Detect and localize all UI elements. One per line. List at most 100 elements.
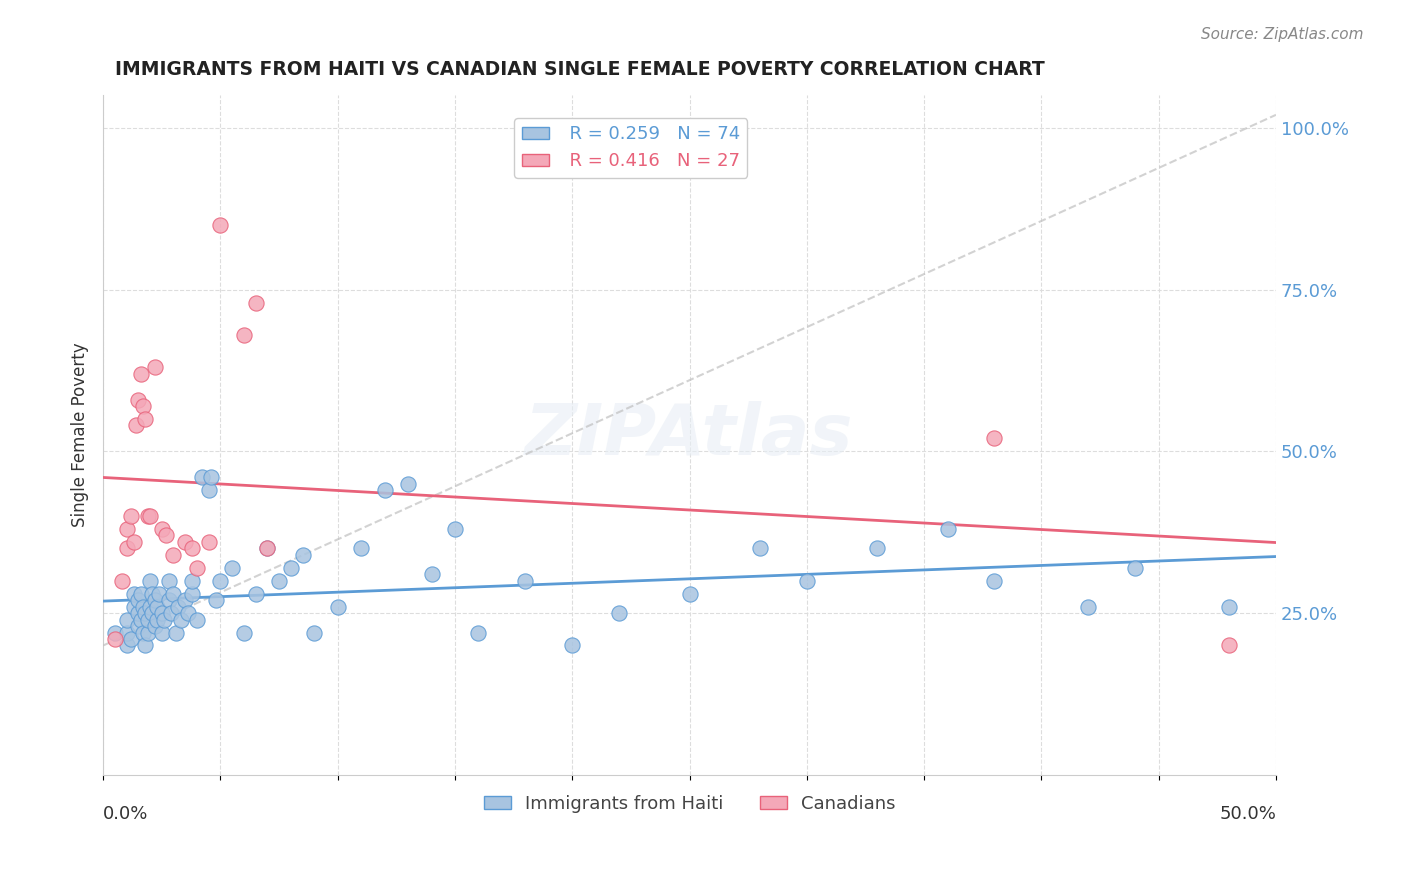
Point [374, 483, 396, 498]
Point [127, 619, 149, 633]
Point [467, 625, 489, 640]
Point [104, 625, 127, 640]
Point [139, 574, 162, 588]
Point [209, 574, 232, 588]
Point [607, 606, 630, 620]
Point [129, 367, 152, 381]
Point [232, 625, 254, 640]
Point [174, 535, 197, 549]
Point [141, 606, 163, 620]
Point [396, 476, 419, 491]
Point [132, 399, 155, 413]
Point [139, 509, 162, 524]
Point [148, 587, 170, 601]
Point [132, 625, 155, 640]
Point [143, 593, 166, 607]
Point [139, 599, 162, 614]
Point [134, 639, 156, 653]
Point [302, 625, 325, 640]
Point [181, 541, 204, 556]
Point [186, 561, 208, 575]
Point [197, 535, 219, 549]
Point [115, 625, 138, 640]
Point [111, 574, 134, 588]
Point [104, 632, 127, 646]
Point [143, 619, 166, 633]
Point [120, 632, 142, 646]
Point [134, 412, 156, 426]
Point [1123, 561, 1146, 575]
Point [204, 593, 226, 607]
Point [256, 541, 278, 556]
Point [153, 613, 176, 627]
Point [122, 535, 145, 549]
Point [200, 470, 222, 484]
Text: Source: ZipAtlas.com: Source: ZipAtlas.com [1201, 27, 1364, 42]
Point [122, 587, 145, 601]
Point [127, 606, 149, 620]
Point [134, 606, 156, 620]
Point [162, 548, 184, 562]
Point [115, 639, 138, 653]
Point [291, 548, 314, 562]
Point [150, 606, 173, 620]
Point [678, 587, 700, 601]
Point [136, 613, 159, 627]
Point [136, 509, 159, 524]
Point [866, 541, 889, 556]
Point [115, 541, 138, 556]
Point [420, 567, 443, 582]
Point [165, 625, 187, 640]
Point [136, 625, 159, 640]
Point [280, 561, 302, 575]
Point [561, 639, 583, 653]
Point [221, 561, 243, 575]
Point [245, 295, 267, 310]
Point [176, 606, 198, 620]
Point [125, 418, 148, 433]
Point [127, 593, 149, 607]
Point [936, 522, 959, 536]
Text: IMMIGRANTS FROM HAITI VS CANADIAN SINGLE FEMALE POVERTY CORRELATION CHART: IMMIGRANTS FROM HAITI VS CANADIAN SINGLE… [115, 60, 1045, 78]
Point [129, 613, 152, 627]
Point [143, 360, 166, 375]
Point [157, 593, 180, 607]
Point [157, 574, 180, 588]
Point [155, 528, 177, 542]
Point [326, 599, 349, 614]
Point [983, 431, 1005, 445]
Point [181, 574, 204, 588]
Legend: Immigrants from Haiti, Canadians: Immigrants from Haiti, Canadians [477, 788, 903, 821]
Point [515, 574, 537, 588]
Point [256, 541, 278, 556]
Point [350, 541, 373, 556]
Point [245, 587, 267, 601]
Point [162, 587, 184, 601]
Text: 0.0%: 0.0% [103, 805, 149, 823]
Point [141, 587, 163, 601]
Point [186, 613, 208, 627]
Point [983, 574, 1005, 588]
Point [146, 613, 169, 627]
Point [267, 574, 290, 588]
Point [160, 606, 183, 620]
Point [150, 522, 173, 536]
Point [122, 599, 145, 614]
Point [167, 599, 190, 614]
Point [129, 587, 152, 601]
Text: ZIPAtlas: ZIPAtlas [526, 401, 853, 470]
Point [115, 613, 138, 627]
Point [796, 574, 818, 588]
Point [1218, 599, 1240, 614]
Point [146, 599, 169, 614]
Point [169, 613, 191, 627]
Point [444, 522, 467, 536]
Point [232, 327, 254, 342]
Point [120, 509, 142, 524]
Point [115, 522, 138, 536]
Point [209, 218, 232, 232]
Point [132, 599, 155, 614]
Point [127, 392, 149, 407]
Point [1218, 639, 1240, 653]
Point [1077, 599, 1099, 614]
